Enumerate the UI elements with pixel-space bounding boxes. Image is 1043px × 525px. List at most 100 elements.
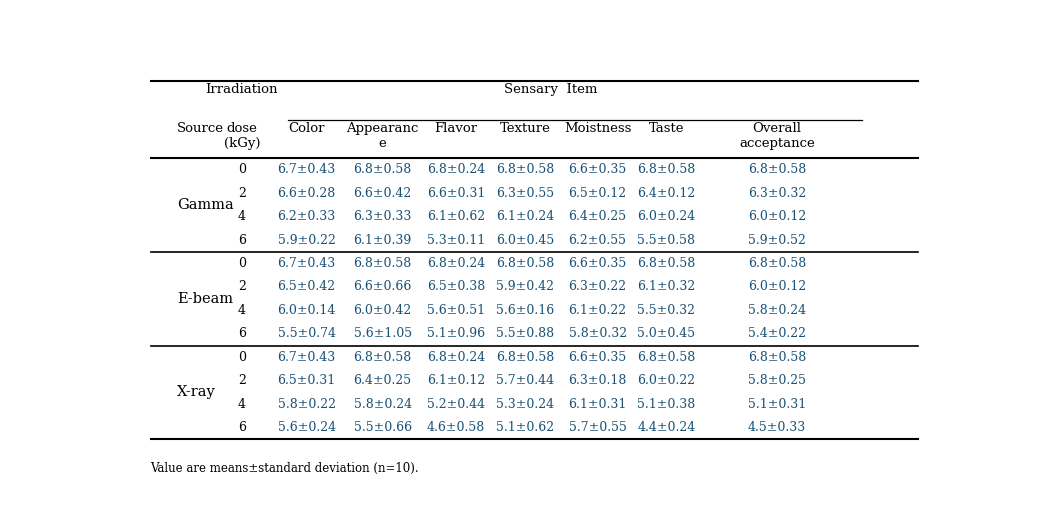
Text: 6.5±0.31: 6.5±0.31 (277, 374, 336, 387)
Text: 6.4±0.25: 6.4±0.25 (568, 210, 627, 223)
Text: 6.1±0.32: 6.1±0.32 (637, 280, 696, 293)
Text: 5.5±0.32: 5.5±0.32 (637, 304, 696, 317)
Text: 4.6±0.58: 4.6±0.58 (427, 421, 485, 434)
Text: 6: 6 (238, 328, 246, 340)
Text: 6.0±0.12: 6.0±0.12 (748, 280, 806, 293)
Text: Flavor: Flavor (435, 122, 478, 134)
Text: Texture: Texture (500, 122, 551, 134)
Text: 5.7±0.55: 5.7±0.55 (568, 421, 627, 434)
Text: 4: 4 (238, 304, 246, 317)
Text: 6.4±0.25: 6.4±0.25 (354, 374, 412, 387)
Text: 6.8±0.24: 6.8±0.24 (427, 257, 485, 270)
Text: 6.6±0.28: 6.6±0.28 (277, 187, 336, 200)
Text: Appearanc
e: Appearanc e (346, 122, 418, 150)
Text: Irradiation: Irradiation (205, 83, 278, 96)
Text: 6.8±0.58: 6.8±0.58 (495, 351, 554, 364)
Text: Overall
acceptance: Overall acceptance (739, 122, 815, 150)
Text: 5.8±0.32: 5.8±0.32 (568, 328, 627, 340)
Text: 5.8±0.24: 5.8±0.24 (354, 397, 412, 411)
Text: 6.5±0.38: 6.5±0.38 (427, 280, 485, 293)
Text: 5.5±0.66: 5.5±0.66 (354, 421, 412, 434)
Text: 5.1±0.38: 5.1±0.38 (637, 397, 696, 411)
Text: 5.3±0.11: 5.3±0.11 (427, 234, 485, 247)
Text: Color: Color (288, 122, 324, 134)
Text: 5.8±0.25: 5.8±0.25 (748, 374, 806, 387)
Text: 5.3±0.24: 5.3±0.24 (495, 397, 554, 411)
Text: 6.5±0.12: 6.5±0.12 (568, 187, 627, 200)
Text: 6.1±0.22: 6.1±0.22 (568, 304, 627, 317)
Text: 5.6±0.16: 5.6±0.16 (495, 304, 554, 317)
Text: 6.0±0.12: 6.0±0.12 (748, 210, 806, 223)
Text: dose
(kGy): dose (kGy) (223, 122, 260, 150)
Text: Sensary  Item: Sensary Item (504, 83, 598, 96)
Text: 6.7±0.43: 6.7±0.43 (277, 257, 336, 270)
Text: 0: 0 (238, 163, 246, 176)
Text: 5.7±0.44: 5.7±0.44 (495, 374, 554, 387)
Text: 5.1±0.96: 5.1±0.96 (427, 328, 485, 340)
Text: 6.5±0.42: 6.5±0.42 (277, 280, 336, 293)
Text: 6.6±0.42: 6.6±0.42 (354, 187, 412, 200)
Text: 6.2±0.55: 6.2±0.55 (568, 234, 627, 247)
Text: 5.6±0.24: 5.6±0.24 (277, 421, 336, 434)
Text: 4.4±0.24: 4.4±0.24 (637, 421, 696, 434)
Text: 6.8±0.58: 6.8±0.58 (637, 351, 696, 364)
Text: 6.8±0.58: 6.8±0.58 (495, 163, 554, 176)
Text: 5.9±0.52: 5.9±0.52 (748, 234, 806, 247)
Text: 6: 6 (238, 234, 246, 247)
Text: 6.3±0.33: 6.3±0.33 (354, 210, 412, 223)
Text: 6.4±0.12: 6.4±0.12 (637, 187, 696, 200)
Text: 5.9±0.42: 5.9±0.42 (495, 280, 554, 293)
Text: 6.8±0.24: 6.8±0.24 (427, 163, 485, 176)
Text: 6: 6 (238, 421, 246, 434)
Text: 6.1±0.39: 6.1±0.39 (354, 234, 412, 247)
Text: 5.5±0.58: 5.5±0.58 (637, 234, 696, 247)
Text: Taste: Taste (649, 122, 684, 134)
Text: 6.6±0.35: 6.6±0.35 (568, 351, 627, 364)
Text: 6.1±0.12: 6.1±0.12 (427, 374, 485, 387)
Text: 6.8±0.58: 6.8±0.58 (748, 163, 806, 176)
Text: 5.4±0.22: 5.4±0.22 (748, 328, 806, 340)
Text: 6.8±0.58: 6.8±0.58 (354, 163, 412, 176)
Text: 6.8±0.58: 6.8±0.58 (354, 257, 412, 270)
Text: 6.1±0.62: 6.1±0.62 (427, 210, 485, 223)
Text: 5.1±0.31: 5.1±0.31 (748, 397, 806, 411)
Text: 4: 4 (238, 210, 246, 223)
Text: 2: 2 (238, 187, 246, 200)
Text: 6.7±0.43: 6.7±0.43 (277, 351, 336, 364)
Text: 5.0±0.45: 5.0±0.45 (637, 328, 696, 340)
Text: 6.0±0.24: 6.0±0.24 (637, 210, 696, 223)
Text: 6.6±0.35: 6.6±0.35 (568, 257, 627, 270)
Text: 5.8±0.22: 5.8±0.22 (277, 397, 336, 411)
Text: Value are means±standard deviation (n=10).: Value are means±standard deviation (n=10… (150, 461, 419, 475)
Text: 0: 0 (238, 257, 246, 270)
Text: 6.0±0.42: 6.0±0.42 (354, 304, 412, 317)
Text: 6.6±0.66: 6.6±0.66 (354, 280, 412, 293)
Text: 6.3±0.22: 6.3±0.22 (568, 280, 627, 293)
Text: E-beam: E-beam (177, 292, 234, 306)
Text: 6.7±0.43: 6.7±0.43 (277, 163, 336, 176)
Text: 6.6±0.35: 6.6±0.35 (568, 163, 627, 176)
Text: 6.3±0.18: 6.3±0.18 (568, 374, 627, 387)
Text: 6.8±0.24: 6.8±0.24 (427, 351, 485, 364)
Text: 6.8±0.58: 6.8±0.58 (748, 351, 806, 364)
Text: 6.1±0.24: 6.1±0.24 (495, 210, 554, 223)
Text: 5.9±0.22: 5.9±0.22 (277, 234, 336, 247)
Text: 6.0±0.45: 6.0±0.45 (495, 234, 554, 247)
Text: 4.5±0.33: 4.5±0.33 (748, 421, 806, 434)
Text: 2: 2 (238, 280, 246, 293)
Text: 5.2±0.44: 5.2±0.44 (427, 397, 485, 411)
Text: Gamma: Gamma (177, 198, 234, 212)
Text: 6.6±0.31: 6.6±0.31 (427, 187, 485, 200)
Text: 5.5±0.88: 5.5±0.88 (495, 328, 554, 340)
Text: 5.5±0.74: 5.5±0.74 (277, 328, 336, 340)
Text: 6.3±0.55: 6.3±0.55 (495, 187, 554, 200)
Text: 6.8±0.58: 6.8±0.58 (495, 257, 554, 270)
Text: 5.8±0.24: 5.8±0.24 (748, 304, 806, 317)
Text: 0: 0 (238, 351, 246, 364)
Text: 2: 2 (238, 374, 246, 387)
Text: 5.1±0.62: 5.1±0.62 (495, 421, 554, 434)
Text: 5.6±0.51: 5.6±0.51 (427, 304, 485, 317)
Text: 6.8±0.58: 6.8±0.58 (748, 257, 806, 270)
Text: 5.6±1.05: 5.6±1.05 (354, 328, 412, 340)
Text: X-ray: X-ray (177, 385, 216, 400)
